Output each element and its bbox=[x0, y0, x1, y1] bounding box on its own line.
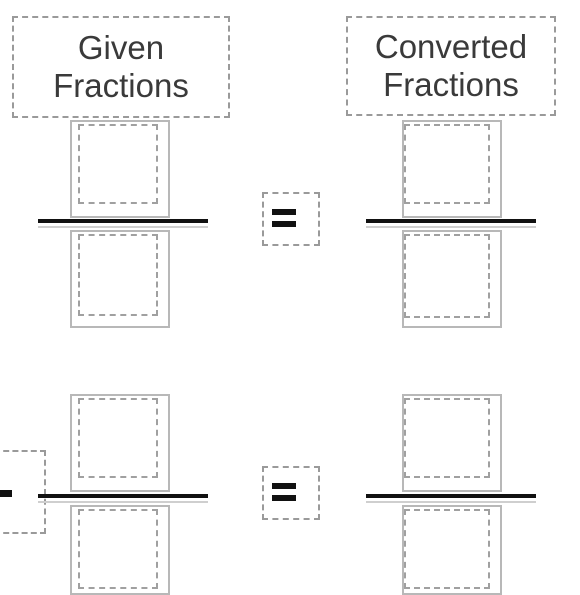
row2-converted-numerator-box[interactable] bbox=[402, 394, 502, 492]
row2-given-fraction-bar bbox=[38, 494, 208, 498]
row1-given-numerator-box[interactable] bbox=[70, 120, 170, 218]
row1-converted-numerator-box[interactable] bbox=[402, 120, 502, 218]
row2-converted-fraction-bar-shadow bbox=[366, 501, 536, 503]
row1-given-denominator-box[interactable] bbox=[70, 230, 170, 328]
given-header-line2: Fractions bbox=[53, 67, 189, 104]
given-fractions-header: Given Fractions bbox=[12, 16, 230, 118]
converted-fractions-header: Converted Fractions bbox=[346, 16, 556, 116]
row1-given-numerator-input[interactable] bbox=[78, 124, 158, 204]
row1-converted-fraction-bar-shadow bbox=[366, 226, 536, 228]
row2-operator-box: - bbox=[0, 450, 46, 534]
row2-converted-denominator-box[interactable] bbox=[402, 505, 502, 595]
row1-equals-sign-bottom bbox=[272, 221, 296, 227]
row2-given-numerator-box[interactable] bbox=[70, 394, 170, 492]
row2-given-denominator-input[interactable] bbox=[78, 509, 158, 589]
row2-equals-sign-top bbox=[272, 483, 296, 489]
row2-minus-sign bbox=[0, 490, 12, 497]
row2-equals-sign-bottom bbox=[272, 495, 296, 501]
row1-converted-numerator-input[interactable] bbox=[404, 124, 490, 204]
row2-converted-denominator-input[interactable] bbox=[404, 509, 490, 589]
row1-converted-denominator-input[interactable] bbox=[404, 234, 490, 318]
row1-given-fraction-bar bbox=[38, 219, 208, 223]
row1-given-denominator-input[interactable] bbox=[78, 234, 158, 316]
row1-equals-sign-top bbox=[272, 209, 296, 215]
given-header-line1: Given bbox=[77, 29, 165, 66]
row1-converted-denominator-box[interactable] bbox=[402, 230, 502, 328]
row2-converted-fraction-bar bbox=[366, 494, 536, 498]
converted-header-line1: Converted bbox=[374, 28, 528, 65]
converted-header-line2: Fractions bbox=[383, 66, 519, 103]
row2-given-fraction-bar-shadow bbox=[38, 501, 208, 503]
row2-equals-box: = bbox=[262, 466, 320, 520]
row1-converted-fraction-bar bbox=[366, 219, 536, 223]
row2-given-numerator-input[interactable] bbox=[78, 398, 158, 478]
row2-converted-numerator-input[interactable] bbox=[404, 398, 490, 478]
row1-equals-box: = bbox=[262, 192, 320, 246]
row1-given-fraction-bar-shadow bbox=[38, 226, 208, 228]
row2-given-denominator-box[interactable] bbox=[70, 505, 170, 595]
